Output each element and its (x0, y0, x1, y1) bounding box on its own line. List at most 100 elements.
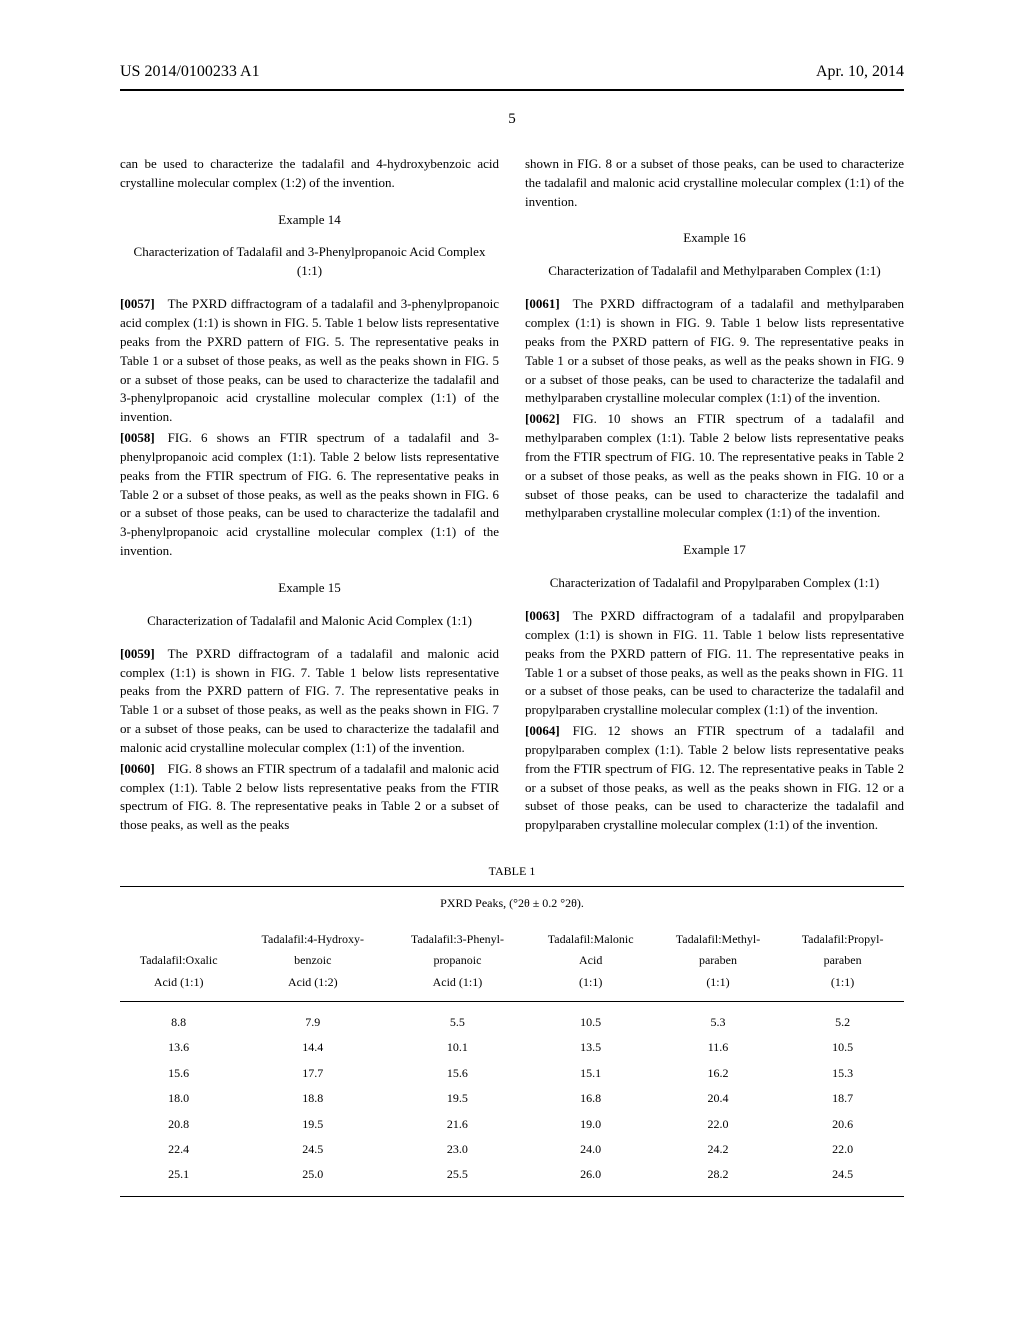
para-0059-num: [0059] (120, 646, 155, 661)
para-0058: [0058] FIG. 6 shows an FTIR spectrum of … (120, 429, 499, 561)
table-cell: 24.2 (655, 1137, 781, 1162)
example-14-title: Characterization of Tadalafil and 3-Phen… (120, 243, 499, 281)
table-cell: 15.3 (781, 1061, 904, 1086)
table-row: 15.617.715.615.116.215.3 (120, 1061, 904, 1086)
table-cell: 18.8 (237, 1086, 388, 1111)
col-h3e: (1:1) (655, 972, 781, 1002)
col-h2b: benzoic (237, 950, 388, 971)
para-0064-num: [0064] (525, 723, 560, 738)
table-cell: 25.0 (237, 1162, 388, 1196)
para-0058-num: [0058] (120, 430, 155, 445)
para-0063-num: [0063] (525, 608, 560, 623)
para-0057-text: The PXRD diffractogram of a tadalafil an… (120, 296, 499, 424)
table-cell: 28.2 (655, 1162, 781, 1196)
para-0063: [0063] The PXRD diffractogram of a tadal… (525, 607, 904, 720)
left-column: can be used to characterize the tadalafi… (120, 155, 499, 837)
table-cell: 22.0 (781, 1137, 904, 1162)
table-cell: 5.3 (655, 1002, 781, 1036)
table-1-head: PXRD Peaks, (°2θ ± 0.2 °2θ). Tadalafil:4… (120, 887, 904, 1002)
col-h1b: Tadalafil:4-Hydroxy- (237, 921, 388, 950)
para-0061-num: [0061] (525, 296, 560, 311)
para-0061: [0061] The PXRD diffractogram of a tadal… (525, 295, 904, 408)
table-cell: 15.1 (527, 1061, 655, 1086)
table-cell: 13.6 (120, 1035, 237, 1060)
table-cell: 18.0 (120, 1086, 237, 1111)
para-0063-text: The PXRD diffractogram of a tadalafil an… (525, 608, 904, 717)
table-cell: 17.7 (237, 1061, 388, 1086)
table-cell: 5.2 (781, 1002, 904, 1036)
para-0061-text: The PXRD diffractogram of a tadalafil an… (525, 296, 904, 405)
table-cell: 24.0 (527, 1137, 655, 1162)
col-h2f: paraben (781, 950, 904, 971)
col-h3d: (1:1) (527, 972, 655, 1002)
page: US 2014/0100233 A1 Apr. 10, 2014 5 can b… (0, 0, 1024, 1247)
col-h3a: Acid (1:1) (120, 972, 237, 1002)
example-15-head: Example 15 (120, 579, 499, 598)
table-cell: 8.8 (120, 1002, 237, 1036)
example-17-title: Characterization of Tadalafil and Propyl… (525, 574, 904, 593)
table-cell: 22.0 (655, 1112, 781, 1137)
para-0059: [0059] The PXRD diffractogram of a tadal… (120, 645, 499, 758)
col-h2e: paraben (655, 950, 781, 971)
table-cell: 25.1 (120, 1162, 237, 1196)
col-h1d: Tadalafil:Malonic (527, 921, 655, 950)
example-15-title: Characterization of Tadalafil and Maloni… (120, 612, 499, 631)
table-cell: 10.1 (388, 1035, 526, 1060)
table-cell: 10.5 (527, 1002, 655, 1036)
example-17-head: Example 17 (525, 541, 904, 560)
table-1-body: 8.87.95.510.55.35.213.614.410.113.511.61… (120, 1002, 904, 1197)
para-0058-text: FIG. 6 shows an FTIR spectrum of a tadal… (120, 430, 499, 558)
table-cell: 11.6 (655, 1035, 781, 1060)
table-row: 25.125.025.526.028.224.5 (120, 1162, 904, 1196)
table-cell: 15.6 (388, 1061, 526, 1086)
table-cell: 26.0 (527, 1162, 655, 1196)
para-0060-text: FIG. 8 shows an FTIR spectrum of a tadal… (120, 761, 499, 833)
para-0064: [0064] FIG. 12 shows an FTIR spectrum of… (525, 722, 904, 835)
para-0057: [0057] The PXRD diffractogram of a tadal… (120, 295, 499, 427)
header-rule (120, 89, 904, 91)
page-number: 5 (0, 109, 1024, 131)
table-cell: 16.8 (527, 1086, 655, 1111)
table-cell: 20.4 (655, 1086, 781, 1111)
col-h2c: propanoic (388, 950, 526, 971)
table-1-title: PXRD Peaks, (°2θ ± 0.2 °2θ). (120, 887, 904, 921)
table-cell: 10.5 (781, 1035, 904, 1060)
para-0060: [0060] FIG. 8 shows an FTIR spectrum of … (120, 760, 499, 835)
table-1-head-row1: Tadalafil:4-Hydroxy- Tadalafil:3-Phenyl-… (120, 921, 904, 950)
table-cell: 25.5 (388, 1162, 526, 1196)
para-0060-num: [0060] (120, 761, 155, 776)
col-h2a: Tadalafil:Oxalic (120, 950, 237, 971)
table-row: 18.018.819.516.820.418.7 (120, 1086, 904, 1111)
table-row: 20.819.521.619.022.020.6 (120, 1112, 904, 1137)
page-header: US 2014/0100233 A1 Apr. 10, 2014 (0, 50, 1024, 89)
right-column: shown in FIG. 8 or a subset of those pea… (525, 155, 904, 837)
table-cell: 24.5 (781, 1162, 904, 1196)
table-cell: 23.0 (388, 1137, 526, 1162)
table-row: 13.614.410.113.511.610.5 (120, 1035, 904, 1060)
doc-date: Apr. 10, 2014 (816, 60, 904, 83)
text-columns: can be used to characterize the tadalafi… (0, 155, 1024, 837)
table-row: 8.87.95.510.55.35.2 (120, 1002, 904, 1036)
table-cell: 13.5 (527, 1035, 655, 1060)
col-h1c: Tadalafil:3-Phenyl- (388, 921, 526, 950)
table-cell: 20.6 (781, 1112, 904, 1137)
table-cell: 21.6 (388, 1112, 526, 1137)
col-h3b: Acid (1:2) (237, 972, 388, 1002)
para-0057-num: [0057] (120, 296, 155, 311)
col-h1f: Tadalafil:Propyl- (781, 921, 904, 950)
para-0059-text: The PXRD diffractogram of a tadalafil an… (120, 646, 499, 755)
table-1: PXRD Peaks, (°2θ ± 0.2 °2θ). Tadalafil:4… (120, 886, 904, 1196)
lead-para-right: shown in FIG. 8 or a subset of those pea… (525, 155, 904, 212)
table-cell: 16.2 (655, 1061, 781, 1086)
para-0062: [0062] FIG. 10 shows an FTIR spectrum of… (525, 410, 904, 523)
example-16-head: Example 16 (525, 229, 904, 248)
table-row: 22.424.523.024.024.222.0 (120, 1137, 904, 1162)
col-h2d: Acid (527, 950, 655, 971)
table-cell: 24.5 (237, 1137, 388, 1162)
table-cell: 19.5 (388, 1086, 526, 1111)
para-0062-text: FIG. 10 shows an FTIR spectrum of a tada… (525, 411, 904, 520)
table-1-head-row2: Tadalafil:Oxalic benzoic propanoic Acid … (120, 950, 904, 971)
table-cell: 22.4 (120, 1137, 237, 1162)
table-cell: 20.8 (120, 1112, 237, 1137)
col-h1e: Tadalafil:Methyl- (655, 921, 781, 950)
